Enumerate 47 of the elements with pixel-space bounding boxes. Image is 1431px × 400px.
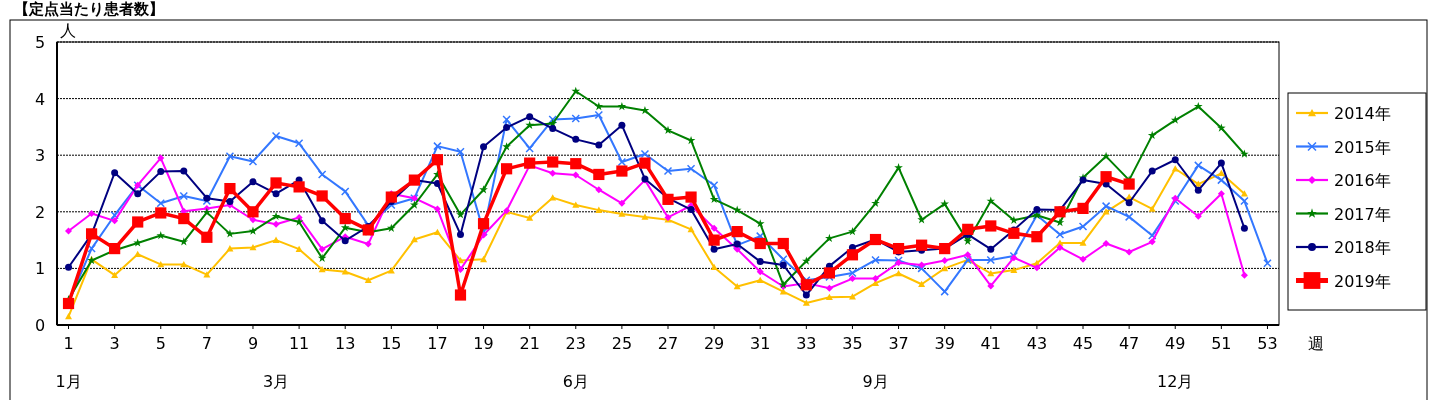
legend-label: 2018年 — [1334, 238, 1391, 257]
text: 6月 — [562, 372, 589, 391]
text: 12月 — [1157, 372, 1194, 391]
y-tick-label: 0 — [34, 316, 46, 335]
x-tick-label: 15 — [381, 334, 402, 353]
legend-label: 2014年 — [1334, 104, 1391, 123]
x-tick-label: 21 — [519, 334, 540, 353]
legend-label: 2019年 — [1334, 271, 1391, 291]
x-tick-label: 39 — [934, 334, 955, 353]
x-axis-title: 週 — [1308, 334, 1324, 353]
x-tick-label: 33 — [796, 334, 817, 353]
y-axis-title: 人 — [60, 21, 76, 40]
x-tick-label: 3 — [109, 334, 120, 353]
x-tick-label: 41 — [980, 334, 1001, 353]
x-tick-label: 1 — [63, 334, 74, 353]
x-tick-label: 45 — [1072, 334, 1094, 353]
y-tick-label: 4 — [34, 89, 46, 109]
text: 1月 — [55, 372, 82, 391]
x-tick-label: 27 — [657, 334, 679, 353]
x-tick-label: 43 — [1026, 334, 1048, 353]
y-tick-label: 5 — [34, 33, 46, 52]
y-tick-label: 3 — [34, 146, 46, 166]
x-tick-label: 5 — [155, 334, 166, 353]
x-tick-label: 35 — [842, 334, 863, 353]
x-tick-label: 53 — [1257, 334, 1278, 353]
text: 3月 — [262, 372, 290, 391]
x-tick-label: 9 — [247, 334, 259, 353]
legend-label: 2017年 — [1334, 204, 1391, 224]
x-tick-label: 19 — [473, 334, 494, 353]
x-tick-label: 49 — [1165, 334, 1186, 353]
x-tick-label: 47 — [1118, 334, 1140, 353]
text: 9月 — [862, 372, 889, 391]
x-tick-label: 11 — [288, 334, 310, 353]
x-tick-label: 29 — [703, 334, 725, 353]
x-tick-label: 7 — [201, 334, 212, 353]
x-tick-label: 37 — [888, 334, 909, 353]
x-tick-label: 25 — [611, 334, 633, 353]
x-tick-label: 31 — [750, 334, 771, 353]
y-tick-label: 1 — [34, 259, 46, 279]
x-tick-label: 13 — [335, 334, 356, 353]
chart-title: 【定点当たり患者数】 — [14, 0, 164, 18]
y-tick-label: 2 — [34, 202, 46, 222]
legend-label: 2016年 — [1334, 171, 1391, 190]
legend-label: 2015年 — [1334, 137, 1391, 157]
x-tick-label: 23 — [565, 334, 586, 353]
x-tick-label: 51 — [1211, 334, 1232, 353]
x-tick-label: 17 — [427, 334, 448, 353]
